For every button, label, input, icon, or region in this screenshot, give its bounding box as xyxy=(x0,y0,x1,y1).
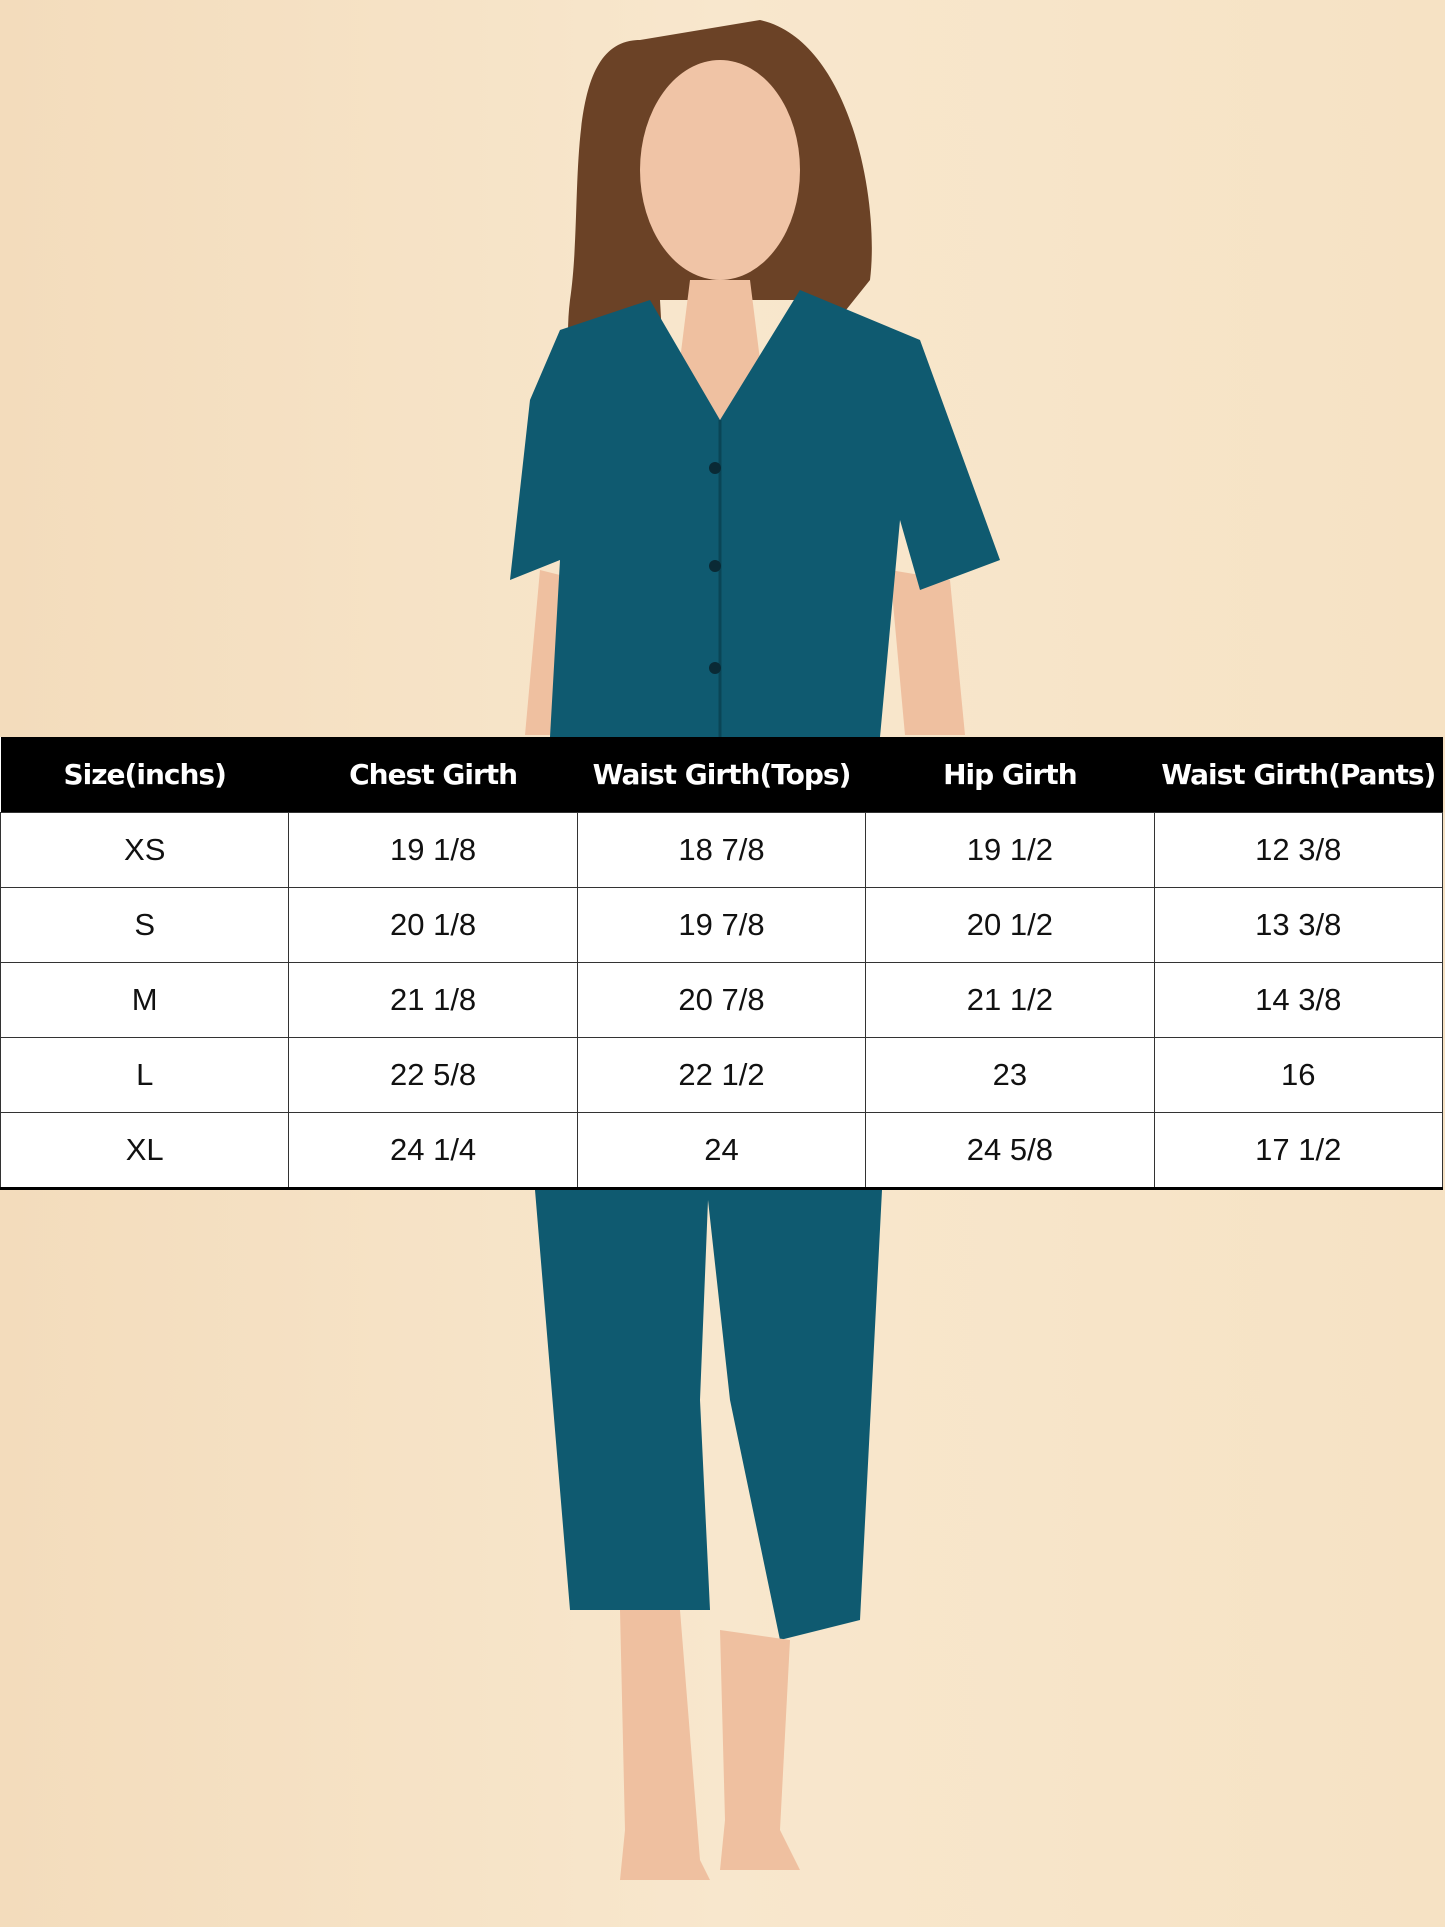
model-shirt xyxy=(510,290,1000,737)
cell-size: XS xyxy=(0,812,290,888)
cell-chest: 21 1/8 xyxy=(288,962,578,1038)
header-size: Size(inchs) xyxy=(0,737,289,813)
cell-size: S xyxy=(0,887,290,963)
cell-hip: 23 xyxy=(865,1037,1155,1113)
header-waist-girth-tops: Waist Girth(Tops) xyxy=(577,737,866,813)
table-row: XS 19 1/8 18 7/8 19 1/2 12 3/8 xyxy=(0,812,1444,888)
model-face xyxy=(640,60,800,280)
cell-size: L xyxy=(0,1037,290,1113)
cell-chest: 22 5/8 xyxy=(288,1037,578,1113)
cell-waist-pants: 14 3/8 xyxy=(1153,962,1444,1038)
cell-chest: 19 1/8 xyxy=(288,812,578,888)
cell-waist-tops: 22 1/2 xyxy=(576,1037,867,1113)
cell-hip: 20 1/2 xyxy=(865,887,1155,963)
table-row: S 20 1/8 19 7/8 20 1/2 13 3/8 xyxy=(0,887,1444,963)
size-chart-table: Size(inchs) Chest Girth Waist Girth(Tops… xyxy=(0,737,1444,1190)
cell-waist-tops: 19 7/8 xyxy=(576,887,867,963)
cell-size: XL xyxy=(0,1112,290,1190)
table-row: M 21 1/8 20 7/8 21 1/2 14 3/8 xyxy=(0,962,1444,1038)
cell-size: M xyxy=(0,962,290,1038)
model-pants xyxy=(535,1190,882,1640)
header-chest-girth: Chest Girth xyxy=(288,737,578,813)
header-hip-girth: Hip Girth xyxy=(865,737,1155,813)
table-row: XL 24 1/4 24 24 5/8 17 1/2 xyxy=(0,1112,1444,1190)
cell-chest: 24 1/4 xyxy=(288,1112,578,1190)
cell-hip: 24 5/8 xyxy=(865,1112,1155,1190)
cell-waist-pants: 17 1/2 xyxy=(1153,1112,1444,1190)
cell-waist-tops: 18 7/8 xyxy=(576,812,867,888)
cell-waist-pants: 12 3/8 xyxy=(1153,812,1444,888)
cell-waist-tops: 24 xyxy=(576,1112,867,1190)
cell-waist-tops: 20 7/8 xyxy=(576,962,867,1038)
cell-waist-pants: 13 3/8 xyxy=(1153,887,1444,963)
cell-hip: 21 1/2 xyxy=(865,962,1155,1038)
cell-waist-pants: 16 xyxy=(1153,1037,1444,1113)
cell-hip: 19 1/2 xyxy=(865,812,1155,888)
cell-chest: 20 1/8 xyxy=(288,887,578,963)
table-header-row: Size(inchs) Chest Girth Waist Girth(Tops… xyxy=(0,737,1443,813)
table-row: L 22 5/8 22 1/2 23 16 xyxy=(0,1037,1444,1113)
header-waist-girth-pants: Waist Girth(Pants) xyxy=(1154,737,1443,813)
